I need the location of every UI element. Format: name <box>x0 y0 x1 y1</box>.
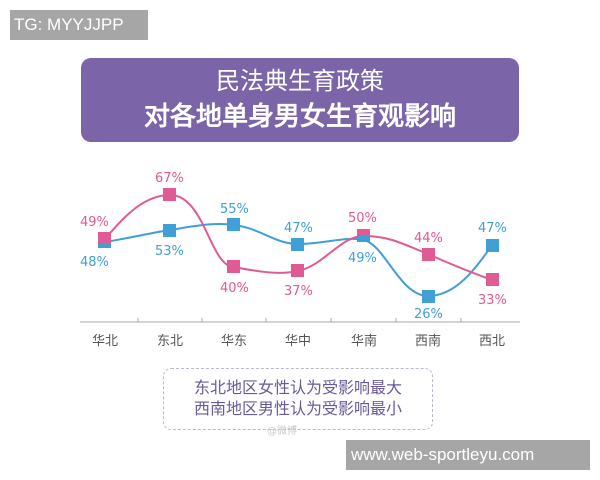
note-line-1: 东北地区女性认为受影响最大 <box>193 378 402 397</box>
x-tick-label: 华东 <box>220 334 247 349</box>
note-line-2: 西南地区男性认为受影响最小 <box>193 399 402 418</box>
svg-text:67%: 67% <box>155 171 184 186</box>
chart-title-banner: 民法典生育政策 对各地单身男女生育观影响 <box>81 58 519 142</box>
x-tick-label: 华北 <box>91 334 118 349</box>
watermark-bottom-right: www.web-sportleyu.com <box>346 440 590 470</box>
marker-male-huanan <box>357 235 370 242</box>
svg-text:37%: 37% <box>284 284 313 299</box>
x-tick-label: 西南 <box>414 334 441 349</box>
x-tick-label: 华中 <box>284 334 311 349</box>
chart-title-line2: 对各地单身男女生育观影响 <box>143 102 456 132</box>
svg-text:40%: 40% <box>220 281 249 296</box>
svg-text:53%: 53% <box>155 244 184 259</box>
svg-text:48%: 48% <box>80 255 109 270</box>
svg-text:49%: 49% <box>348 251 377 266</box>
svg-text:33%: 33% <box>478 293 507 308</box>
svg-text:55%: 55% <box>220 202 249 217</box>
weibo-watermark: @微博 <box>267 426 297 437</box>
svg-text:50%: 50% <box>348 211 377 226</box>
data-labels-male: 48% 53% 55% 47% 49% 26% 47% <box>80 202 507 322</box>
x-tick-label: 西北 <box>478 334 505 349</box>
summary-note: 东北地区女性认为受影响最大 西南地区男性认为受影响最小 <box>163 368 433 430</box>
svg-text:44%: 44% <box>414 231 443 246</box>
x-tick-label: 东北 <box>156 334 183 349</box>
chart-title-line1: 民法典生育政策 <box>216 67 384 95</box>
svg-text:49%: 49% <box>80 215 109 230</box>
svg-text:26%: 26% <box>414 307 443 322</box>
watermark-top-left: TG: MYYJJPP <box>10 10 148 40</box>
svg-text:47%: 47% <box>478 221 507 236</box>
data-labels-female: 49% 67% 40% 37% 50% 44% 33% <box>80 171 507 308</box>
x-tick-label: 华南 <box>350 334 377 349</box>
svg-text:47%: 47% <box>284 221 313 236</box>
x-axis-ticks <box>137 318 462 322</box>
